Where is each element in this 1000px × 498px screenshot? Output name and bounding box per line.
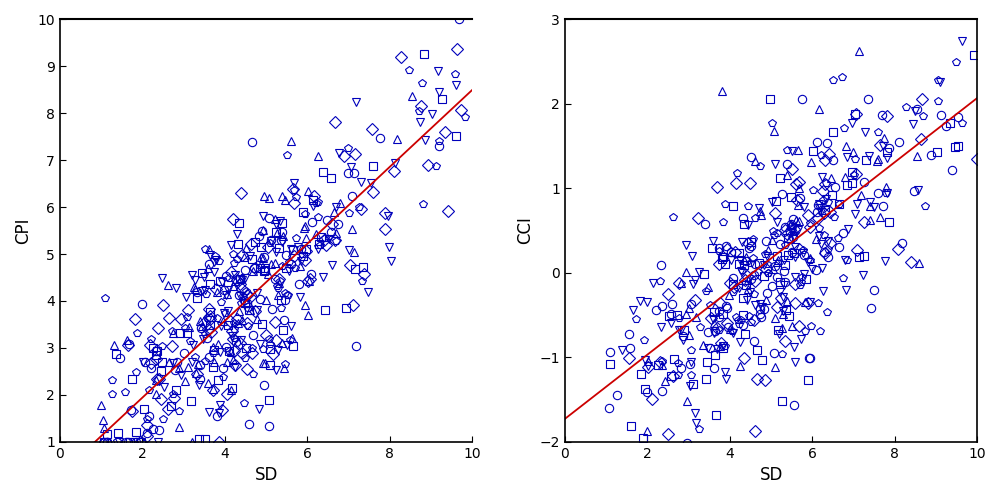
Y-axis label: CCI: CCI	[516, 217, 534, 245]
Y-axis label: CPI: CPI	[14, 217, 32, 244]
X-axis label: SD: SD	[254, 466, 278, 484]
X-axis label: SD: SD	[759, 466, 783, 484]
